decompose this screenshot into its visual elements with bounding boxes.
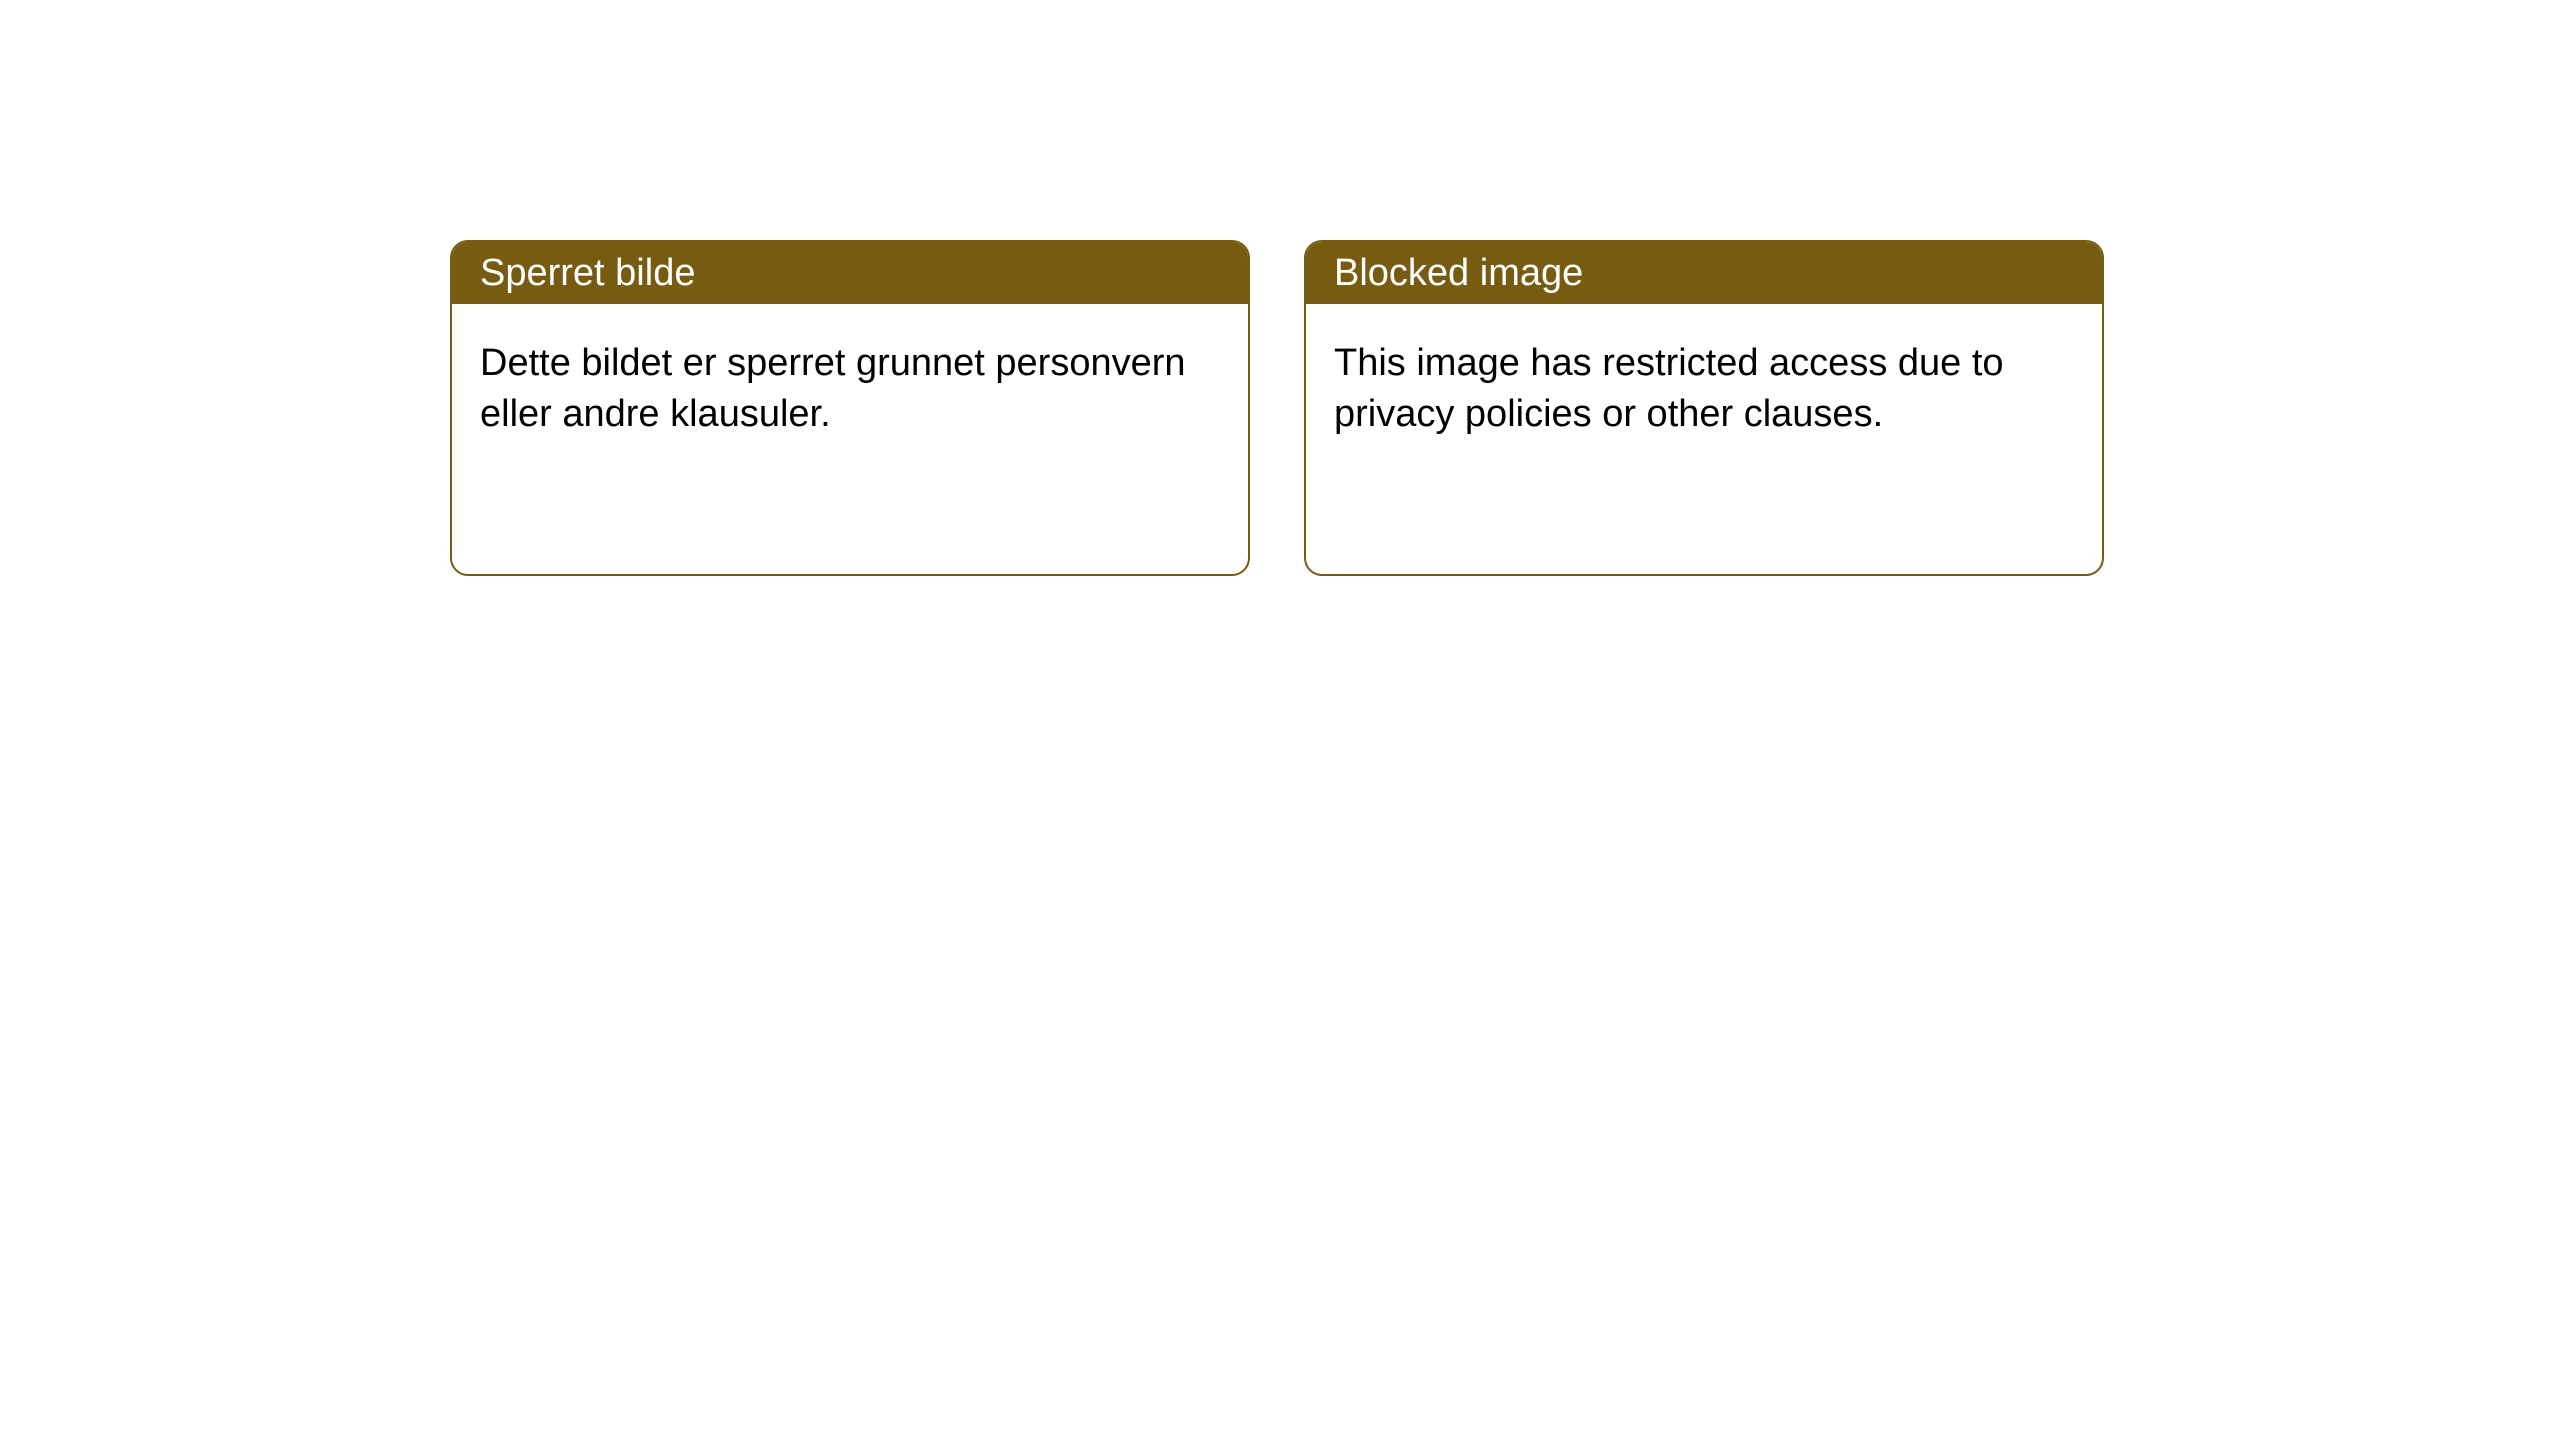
notice-body: This image has restricted access due to … — [1306, 304, 2102, 475]
notice-card-norwegian: Sperret bilde Dette bildet er sperret gr… — [450, 240, 1250, 576]
notice-body: Dette bildet er sperret grunnet personve… — [452, 304, 1248, 475]
notice-header: Sperret bilde — [452, 242, 1248, 304]
notice-card-english: Blocked image This image has restricted … — [1304, 240, 2104, 576]
blocked-image-notices: Sperret bilde Dette bildet er sperret gr… — [450, 240, 2560, 576]
notice-header: Blocked image — [1306, 242, 2102, 304]
